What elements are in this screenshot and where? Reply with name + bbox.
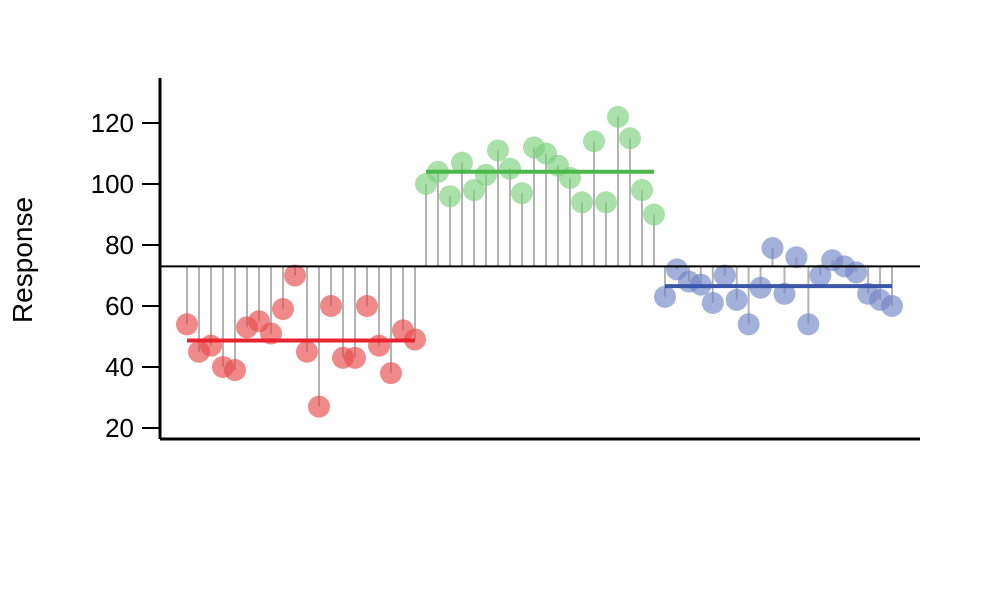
data-point xyxy=(785,246,808,269)
data-point xyxy=(725,288,748,311)
data-point xyxy=(284,264,306,287)
data-point xyxy=(272,298,294,321)
data-point xyxy=(583,130,605,153)
data-point xyxy=(845,261,868,284)
data-point xyxy=(296,340,318,363)
data-point xyxy=(631,179,653,202)
data-points xyxy=(176,105,903,418)
data-point xyxy=(487,139,509,162)
y-tick-label: 60 xyxy=(105,291,134,321)
data-point xyxy=(737,313,760,336)
y-tick-label: 100 xyxy=(91,169,134,199)
data-point xyxy=(308,395,330,418)
data-point xyxy=(701,291,724,314)
data-point xyxy=(654,285,676,308)
data-point xyxy=(773,282,796,305)
data-point xyxy=(368,334,390,357)
data-point xyxy=(344,346,366,369)
y-tick-label: 40 xyxy=(105,352,134,382)
y-axis-title: Response xyxy=(7,197,38,323)
group-mean-lines xyxy=(187,169,892,343)
data-point xyxy=(797,313,820,336)
data-point xyxy=(571,191,593,214)
data-point xyxy=(224,359,246,382)
data-point xyxy=(380,362,402,385)
axes: 20 40 60 80 100 120 xyxy=(91,78,920,443)
data-point xyxy=(200,334,222,357)
residual-lines xyxy=(186,116,893,407)
data-point xyxy=(475,163,497,186)
data-point xyxy=(356,295,378,317)
data-point xyxy=(643,203,665,226)
data-point xyxy=(619,127,641,150)
data-point xyxy=(607,105,629,128)
data-point xyxy=(451,151,473,174)
data-point xyxy=(761,237,784,260)
data-point xyxy=(176,313,198,336)
data-point xyxy=(320,295,342,317)
y-tick-label: 20 xyxy=(105,413,134,443)
data-point xyxy=(809,264,832,287)
data-point xyxy=(439,185,461,208)
data-point xyxy=(499,157,521,180)
data-point xyxy=(595,191,617,214)
y-tick-label: 80 xyxy=(105,230,134,260)
data-point xyxy=(881,295,903,317)
data-point xyxy=(463,179,485,202)
y-tick-label: 120 xyxy=(91,108,134,138)
data-point xyxy=(713,264,736,287)
data-point xyxy=(511,182,533,205)
